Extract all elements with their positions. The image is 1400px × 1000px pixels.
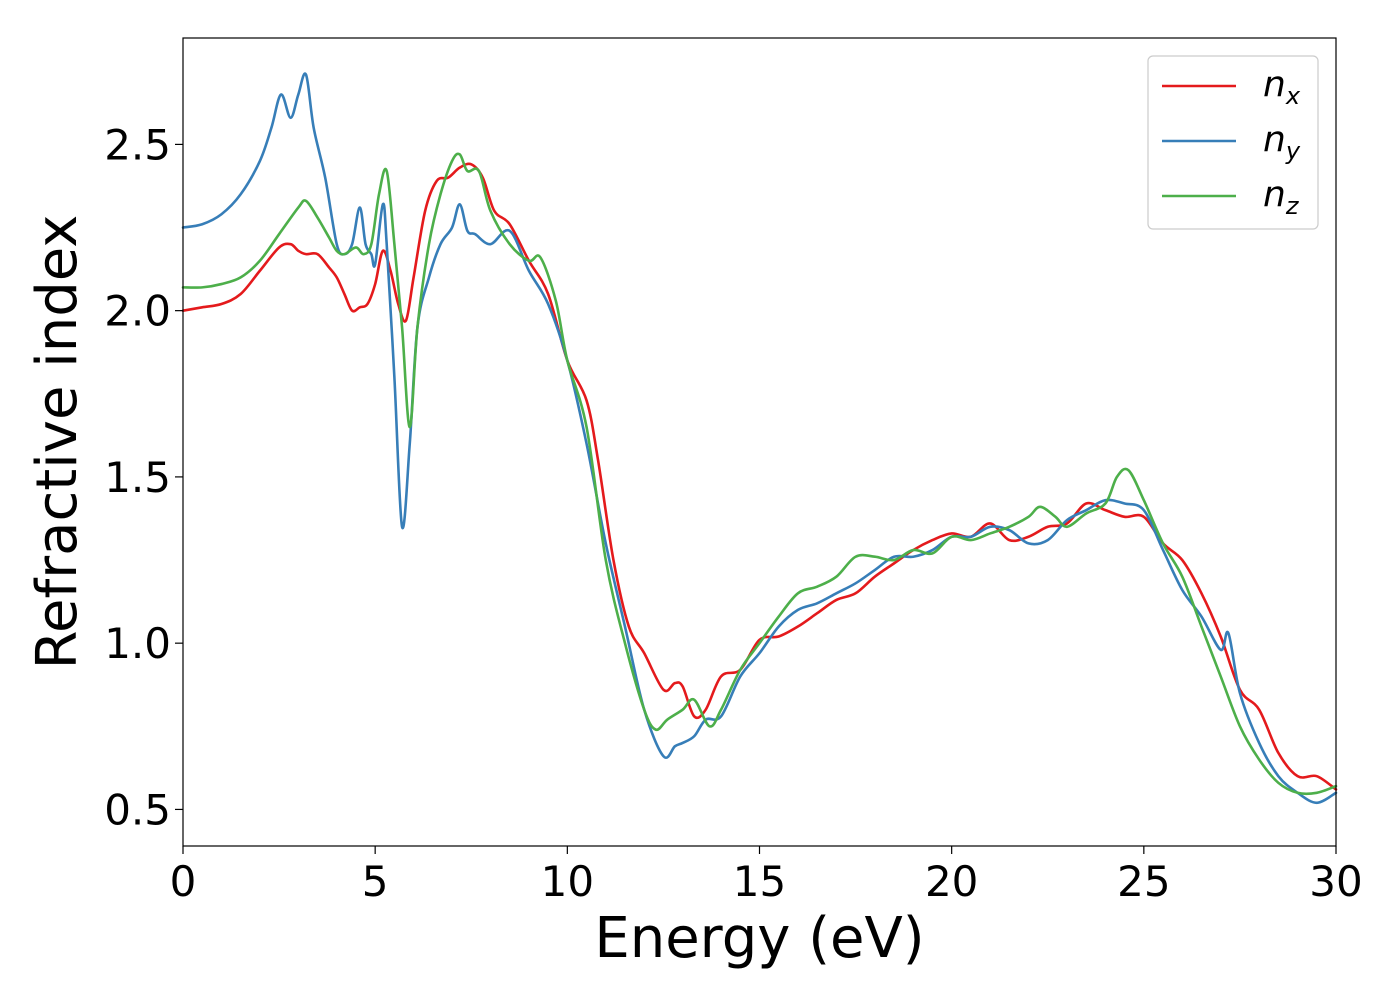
series-line-nz: [181, 152, 1338, 796]
x-tick-label: 10: [541, 857, 594, 906]
x-tick-label: 20: [925, 857, 978, 906]
x-axis-ticks: 0 5 10 15 20 25 30: [170, 846, 1363, 906]
plot-background: [183, 38, 1336, 846]
series-line-nx: [181, 162, 1338, 791]
y-tick-label: 0.5: [104, 785, 171, 834]
y-tick-label: 1.5: [104, 453, 171, 502]
legend-label-ny: ny: [1263, 119, 1301, 165]
y-tick-label: 1.0: [104, 619, 171, 668]
y-axis-ticks: 0.5 1.0 1.5 2.0 2.5: [104, 120, 183, 834]
y-tick-label: 2.0: [104, 287, 171, 336]
x-tick-label: 25: [1117, 857, 1170, 906]
y-axis-label: Refractive index: [25, 215, 90, 670]
legend: nx ny nz: [1147, 55, 1319, 230]
x-axis-label: Energy (eV): [594, 906, 924, 971]
y-tick-label: 2.5: [104, 120, 171, 169]
x-tick-label: 30: [1309, 857, 1362, 906]
x-tick-label: 0: [170, 857, 197, 906]
legend-label-nz: nz: [1263, 174, 1300, 220]
series-layer: [181, 72, 1338, 805]
legend-frame: [1147, 55, 1319, 230]
x-tick-label: 15: [733, 857, 786, 906]
x-tick-label: 5: [362, 857, 389, 906]
legend-label-nx: nx: [1263, 64, 1301, 110]
